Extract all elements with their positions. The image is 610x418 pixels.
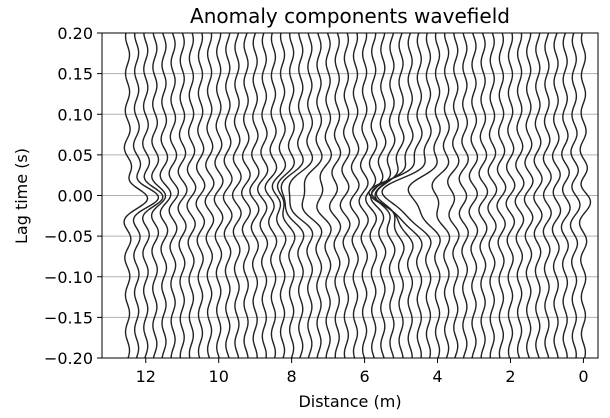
trace-line [478, 32, 489, 359]
trace-line [447, 32, 460, 359]
trace-line [301, 32, 323, 359]
trace-line [349, 32, 360, 359]
trace-line [407, 32, 441, 359]
chart-title: Anomaly components wavefield [190, 4, 510, 28]
trace-line [204, 32, 215, 359]
y-tick-label: −0.20 [44, 349, 93, 368]
trace-line [316, 32, 333, 359]
trace-line [256, 32, 269, 359]
x-tick-label: 0 [578, 367, 588, 386]
x-tick-label: 8 [287, 367, 297, 386]
trace-line [381, 32, 432, 359]
trace-line [569, 32, 581, 359]
trace-line [280, 32, 305, 359]
trace-line [374, 32, 396, 359]
x-axis-label: Distance (m) [298, 392, 401, 411]
y-ticks: 0.20 0.15 0.10 0.05 0.00 −0.05 −0.10 −0.15 −0.20 [44, 24, 102, 368]
x-ticks: 12 10 8 6 4 2 0 [136, 358, 589, 386]
y-tick-label: 0.10 [57, 105, 93, 124]
y-tick-label: 0.20 [57, 24, 93, 43]
trace-line [523, 32, 534, 359]
trace-line [195, 32, 206, 359]
trace-line [370, 32, 387, 359]
x-tick-label: 6 [359, 367, 369, 386]
trace-line [514, 32, 525, 359]
y-tick-label: −0.10 [44, 268, 93, 287]
trace-line [240, 32, 251, 359]
y-tick-label: −0.05 [44, 227, 93, 246]
trace-line [276, 32, 296, 359]
trace-line [551, 32, 562, 359]
x-tick-label: 2 [505, 367, 515, 386]
trace-line [496, 32, 507, 359]
trace-line [288, 32, 314, 359]
y-axis-label: Lag time (s) [12, 148, 31, 244]
trace-line [368, 32, 423, 359]
trace-line [132, 32, 160, 359]
trace-line [123, 32, 149, 359]
trace-series [123, 32, 592, 359]
trace-line [505, 32, 516, 359]
trace-line [231, 32, 242, 359]
trace-line [487, 32, 498, 359]
grid-lines [102, 32, 598, 359]
trace-line [339, 32, 351, 359]
trace-line [371, 32, 414, 359]
trace-line [264, 32, 278, 359]
trace-line [365, 32, 378, 359]
trace-line [142, 32, 164, 359]
trace-line [560, 32, 571, 359]
y-tick-label: −0.15 [44, 308, 93, 327]
trace-line [159, 32, 172, 359]
trace-line [213, 32, 224, 359]
trace-line [249, 32, 260, 359]
trace-line [222, 32, 233, 359]
x-tick-label: 4 [432, 367, 442, 386]
trace-line [458, 32, 469, 359]
trace-line [431, 32, 451, 359]
trace-line [177, 32, 188, 359]
trace-line [468, 32, 479, 359]
trace-line [168, 32, 180, 359]
x-tick-label: 12 [136, 367, 156, 386]
y-tick-label: 0.00 [57, 187, 93, 206]
trace-line [328, 32, 342, 359]
trace-line [578, 32, 592, 359]
trace-line [150, 32, 167, 359]
trace-line [358, 32, 369, 359]
trace-line [542, 32, 552, 359]
trace-line [375, 32, 405, 359]
trace-line [533, 32, 543, 359]
y-tick-label: 0.05 [57, 146, 93, 165]
trace-line [271, 32, 287, 359]
y-tick-label: 0.15 [57, 65, 93, 84]
trace-line [186, 32, 197, 359]
x-tick-label: 10 [209, 367, 229, 386]
